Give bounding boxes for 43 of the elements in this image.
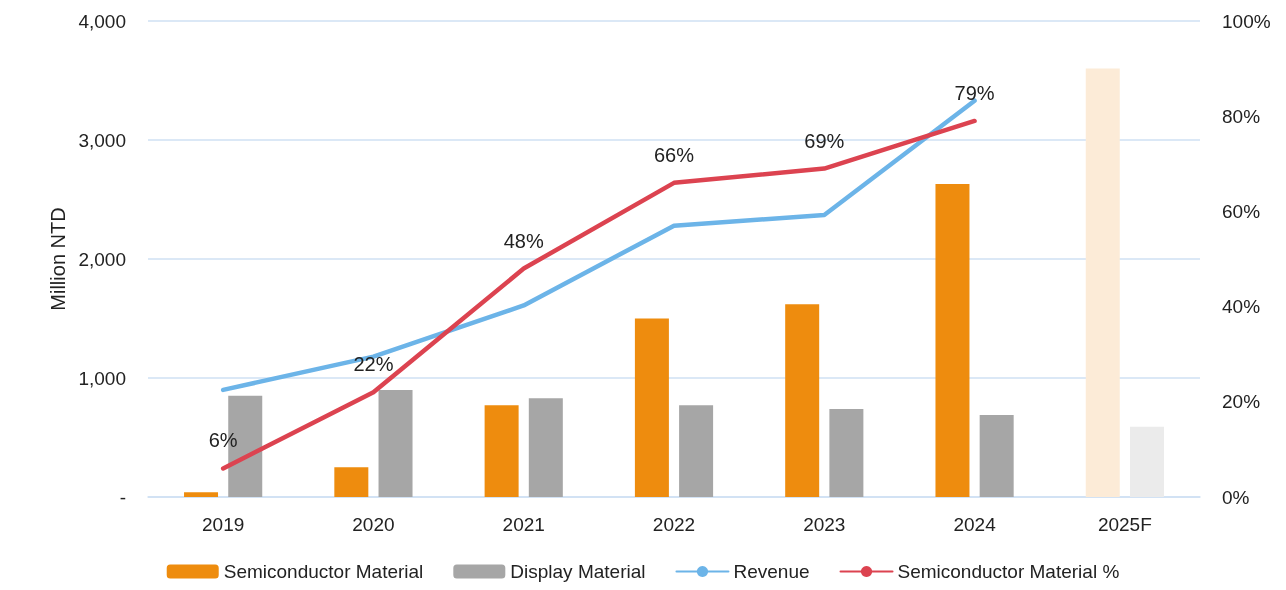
bar [528, 398, 563, 497]
x-tick-label: 2019 [202, 514, 245, 535]
x-tick-label: 2022 [652, 514, 696, 535]
y2-tick-label: 0% [1222, 486, 1250, 508]
y2-tick-label: 40% [1222, 296, 1261, 318]
bar [679, 405, 714, 497]
y-tick-label: 1,000 [78, 367, 126, 389]
bar [634, 318, 669, 497]
legend-label: Semiconductor Material % [897, 561, 1120, 582]
y-axis-title: Million NTD [46, 207, 69, 311]
bar [979, 414, 1014, 497]
x-tick-label: 2024 [953, 514, 997, 535]
bar [829, 408, 864, 497]
x-tick-label: 2021 [502, 514, 545, 535]
y-tick-label: 2,000 [78, 248, 126, 270]
x-tick-label: 2023 [803, 514, 846, 535]
bar [334, 467, 369, 497]
x-tick-label: 2025F [1097, 514, 1152, 535]
bar [1129, 426, 1164, 497]
bar [1085, 68, 1120, 497]
bar [785, 304, 820, 497]
line-series [220, 98, 977, 393]
bar [378, 389, 413, 497]
y2-tick-label: 60% [1222, 200, 1261, 222]
y2-tick-label: 100% [1222, 10, 1271, 32]
data-label: 6% [208, 429, 238, 452]
bar [184, 492, 219, 497]
bar [484, 405, 519, 497]
data-label: 79% [954, 81, 995, 104]
legend-label: Revenue [733, 561, 810, 582]
x-tick-label: 2020 [352, 514, 395, 535]
y-tick-label: 4,000 [78, 10, 126, 32]
data-label: 66% [653, 143, 695, 166]
legend-label: Display Material [510, 561, 646, 582]
y-tick-label: 3,000 [78, 129, 126, 151]
data-label: 22% [353, 353, 394, 376]
bar [935, 184, 970, 497]
legend-label: Semiconductor Material [223, 561, 424, 582]
data-label: 69% [804, 129, 845, 152]
data-label: 48% [503, 229, 544, 252]
y2-tick-label: 80% [1222, 105, 1261, 127]
y-tick-label: - [119, 486, 126, 508]
y2-tick-label: 20% [1222, 391, 1261, 413]
